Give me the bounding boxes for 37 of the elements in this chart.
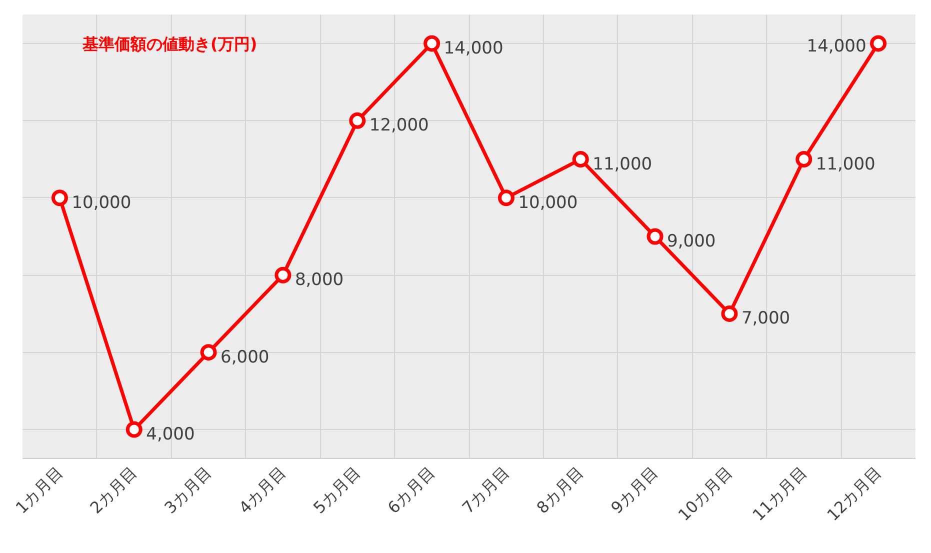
x-tick-label: 10カ月目: [674, 462, 736, 525]
point: [646, 228, 664, 245]
x-tick-label: 3カ月目: [160, 462, 216, 518]
x-tick-label: 1カ月目: [12, 462, 66, 518]
data-label: 11,000: [816, 154, 876, 174]
data-label: 8,000: [294, 270, 344, 290]
data-label: 14,000: [444, 38, 504, 58]
x-tick-label: 12カ月目: [823, 462, 886, 525]
x-tick-label: 2カ月目: [86, 462, 141, 518]
x-tick-label: 11カ月目: [748, 462, 811, 525]
point: [424, 35, 440, 52]
x-tick-label: 7カ月目: [458, 462, 513, 518]
data-label: 10,000: [72, 192, 132, 213]
point: [572, 151, 589, 168]
chart-title: 基準価額の値動き(万円): [82, 34, 258, 54]
point: [349, 112, 366, 129]
point: [870, 35, 887, 52]
data-label: 11,000: [592, 154, 652, 174]
point: [498, 190, 514, 206]
data-label: 12,000: [369, 116, 429, 136]
x-tick-label: 5カ月目: [310, 462, 364, 518]
data-label: 4,000: [146, 424, 195, 445]
data-label: 7,000: [741, 308, 790, 329]
point: [796, 151, 812, 168]
point: [200, 344, 217, 361]
data-label: 6,000: [220, 347, 270, 368]
x-tick-label: 6カ月目: [384, 462, 439, 518]
point: [126, 421, 142, 438]
x-tick-label: 8カ月目: [532, 462, 588, 518]
x-tick-label: 9カ月目: [607, 462, 662, 518]
data-label: 9,000: [667, 232, 716, 252]
x-tick-label: 4カ月目: [235, 462, 290, 518]
data-label: 14,000: [806, 36, 866, 56]
data-label: 10,000: [518, 192, 578, 213]
point: [51, 190, 68, 206]
point: [274, 266, 292, 284]
point: [721, 305, 738, 322]
